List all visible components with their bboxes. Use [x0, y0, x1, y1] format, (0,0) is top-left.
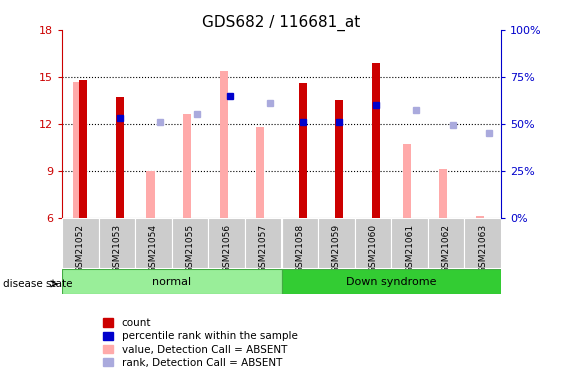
Bar	[403, 144, 410, 218]
Text: GSM21058: GSM21058	[296, 224, 304, 273]
Bar	[135, 217, 172, 268]
Bar	[318, 217, 355, 268]
Text: disease state: disease state	[3, 279, 72, 289]
Bar	[372, 63, 380, 217]
Bar	[336, 100, 343, 218]
Bar	[476, 216, 484, 217]
Bar	[282, 269, 501, 294]
Bar	[116, 97, 124, 218]
Text: GSM21063: GSM21063	[479, 224, 487, 273]
Bar	[355, 217, 391, 268]
Bar	[99, 217, 135, 268]
Bar	[73, 82, 81, 218]
Text: GSM21054: GSM21054	[149, 224, 158, 273]
Bar	[282, 217, 318, 268]
Text: GSM21060: GSM21060	[369, 224, 377, 273]
Bar	[172, 217, 208, 268]
Text: GSM21059: GSM21059	[332, 224, 341, 273]
Text: GDS682 / 116681_at: GDS682 / 116681_at	[202, 15, 361, 31]
Text: GSM21055: GSM21055	[186, 224, 194, 273]
Bar	[245, 217, 282, 268]
Legend: count, percentile rank within the sample, value, Detection Call = ABSENT, rank, : count, percentile rank within the sample…	[101, 316, 300, 370]
Bar	[183, 114, 191, 218]
Bar	[391, 217, 428, 268]
Text: Down syndrome: Down syndrome	[346, 277, 436, 286]
Bar	[62, 269, 282, 294]
Text: GSM21053: GSM21053	[113, 224, 121, 273]
Text: GSM21061: GSM21061	[405, 224, 414, 273]
Bar	[439, 169, 447, 217]
Text: GSM21057: GSM21057	[259, 224, 267, 273]
Bar	[62, 217, 99, 268]
Text: GSM21056: GSM21056	[222, 224, 231, 273]
Bar	[208, 217, 245, 268]
Text: normal: normal	[152, 277, 191, 286]
Text: GSM21062: GSM21062	[442, 224, 450, 273]
Bar	[256, 127, 264, 218]
Bar	[220, 70, 227, 217]
Text: GSM21052: GSM21052	[76, 224, 84, 273]
Bar	[428, 217, 464, 268]
Bar	[464, 217, 501, 268]
Bar	[299, 83, 307, 218]
Bar	[79, 80, 87, 218]
Bar	[146, 171, 154, 217]
